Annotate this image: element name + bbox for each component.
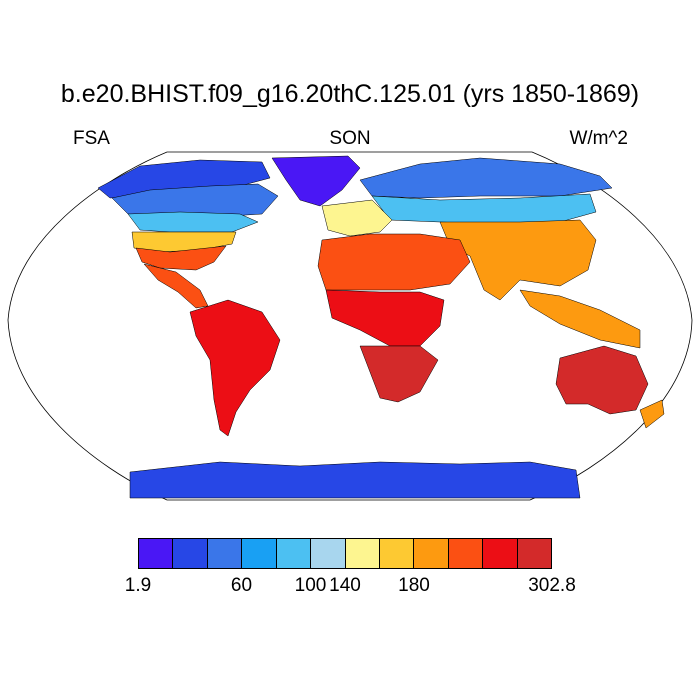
land-central-eurasia xyxy=(371,193,597,225)
colorbar-box xyxy=(311,539,346,568)
colorbar-tick-label: 60 xyxy=(230,575,253,596)
colorbar-tick-label: 100 xyxy=(294,575,327,596)
season-label: SON xyxy=(329,128,371,149)
plot-title: b.e20.BHIST.f09_g16.20thC.125.01 (yrs 18… xyxy=(60,80,640,108)
colorbar-box xyxy=(276,539,312,568)
land-south-america xyxy=(189,299,281,437)
colorbar-box xyxy=(379,539,415,568)
land-southeast-asia xyxy=(519,289,641,349)
colorbar-box xyxy=(345,539,380,568)
colorbar-box xyxy=(414,539,449,568)
land-southern-africa xyxy=(359,345,439,403)
land-northern-eurasia xyxy=(359,157,613,199)
colorbar-tick-label: 180 xyxy=(398,575,430,596)
land-europe xyxy=(321,199,393,237)
land-australia xyxy=(555,345,649,415)
land-new-zealand xyxy=(639,399,665,429)
variable-label: FSA xyxy=(73,128,110,149)
colorbar-tick-label: 140 xyxy=(329,575,361,596)
colorbar-tick-label: 302.8 xyxy=(528,575,576,596)
land-southern-canada xyxy=(127,211,259,233)
land-sub-saharan-africa xyxy=(325,289,445,347)
land-north-africa-and-middle-east xyxy=(317,233,471,291)
colorbar-box xyxy=(483,539,518,568)
colorbar-box xyxy=(448,539,484,568)
colorbar-box xyxy=(517,539,552,568)
colorbar-box xyxy=(139,539,174,568)
land-southern-united-states xyxy=(135,245,227,271)
land-antarctica xyxy=(129,461,581,499)
colorbar xyxy=(138,538,552,569)
colorbar-box xyxy=(207,539,243,568)
colorbar-tick-label: 1.9 xyxy=(124,575,152,596)
colorbar-box xyxy=(242,539,277,568)
land-greenland xyxy=(271,155,361,207)
colorbar-box xyxy=(173,539,208,568)
land-mexico-and-central-america xyxy=(143,263,209,309)
units-label: W/m^2 xyxy=(569,128,628,149)
